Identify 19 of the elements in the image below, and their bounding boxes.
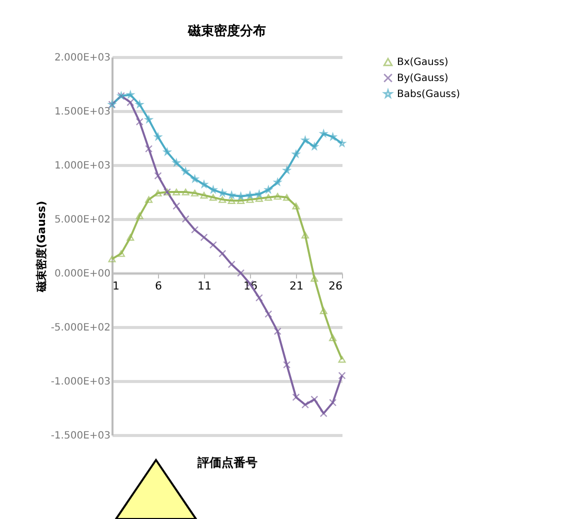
x-axis-title: 評価点番号	[196, 456, 258, 470]
chart-title: 磁束密度分布	[187, 23, 266, 39]
x-tick-label: 21	[290, 280, 304, 292]
y-tick-label: 5.000E+02	[54, 214, 110, 226]
x-tick-label: 6	[155, 280, 162, 292]
y-tick-label: 1.000E+03	[54, 160, 110, 172]
y-tick-label: -1.500E+03	[50, 430, 110, 442]
y-tick-label: -5.000E+02	[50, 322, 110, 334]
legend-label: By(Gauss)	[397, 73, 448, 84]
y-tick-label: 0.000E+00	[54, 268, 110, 280]
legend-label: Babs(Gauss)	[397, 89, 460, 100]
legend-label: Bx(Gauss)	[397, 57, 448, 68]
y-axis-title: 磁束密度(Gauss)	[34, 200, 48, 294]
x-tick-label: 1	[112, 280, 120, 292]
y-tick-label: -1.000E+03	[50, 376, 110, 388]
x-tick-label: 11	[198, 280, 212, 292]
y-tick-label: 1.500E+03	[54, 106, 110, 118]
y-tick-label: 2.000E+03	[54, 52, 110, 64]
x-tick-label: 26	[328, 280, 342, 292]
